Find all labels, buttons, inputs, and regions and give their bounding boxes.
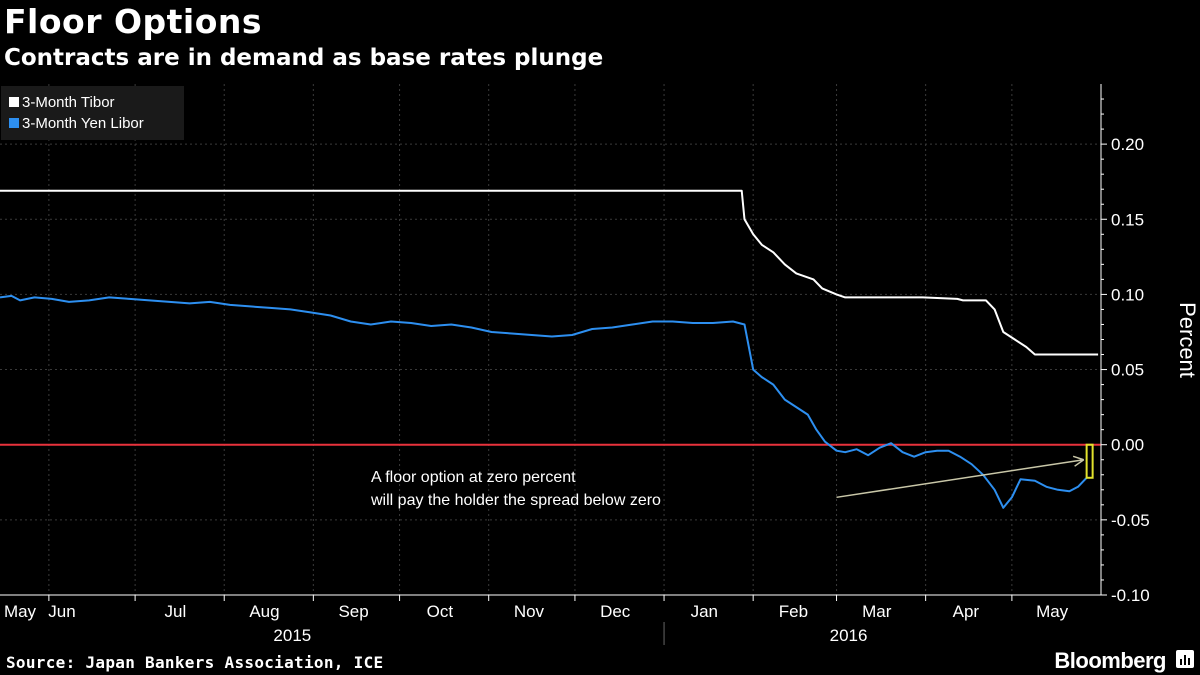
x-tick-label: May [1036,602,1069,621]
chart-subtitle: Contracts are in demand as base rates pl… [4,45,604,71]
bloomberg-icon [1176,650,1194,668]
legend-item-tibor: 3-Month Tibor [9,94,115,111]
series-tibor [0,189,1099,356]
y-tick-label: 0.05 [1111,361,1144,380]
x-tick-label: Jan [691,602,718,621]
y-tick-label: 0.15 [1111,210,1144,229]
x-tick-label: Jun [48,602,75,621]
legend-swatch-tibor [9,97,19,107]
legend-item-libor: 3-Month Yen Libor [9,115,144,132]
y-tick-label: -0.10 [1111,586,1150,605]
x-tick-label: May [4,602,37,621]
highlight-box [1085,443,1094,479]
x-tick-label: Apr [953,602,980,621]
year-label: 2016 [830,626,868,645]
series [0,189,1101,509]
x-tick-label: Sep [338,602,368,621]
x-tick-label: Jul [164,602,186,621]
y-axis-label: Percent [1175,302,1200,378]
x-tick-label: Dec [600,602,631,621]
grid [0,84,1101,596]
legend-swatch-libor [9,118,19,128]
legend-label-tibor: 3-Month Tibor [22,94,115,111]
x-tick-label: Feb [779,602,808,621]
annotation: A floor option at zero percent will pay t… [370,443,1094,509]
y-tick-label: -0.05 [1111,511,1150,530]
series-libor [0,294,1088,509]
arrowhead [1072,455,1085,467]
x-tick-label: Nov [514,602,545,621]
x-tick-label: Mar [862,602,892,621]
y-tick-label: 0.20 [1111,135,1144,154]
source-note: Source: Japan Bankers Association, ICE [6,653,384,672]
axes: 0.20 0.15 0.10 0.05 0.00 -0.05 -0.10 Percent May… [0,84,1200,645]
x-tick-label: Oct [427,602,454,621]
annotation-text: A floor option at zero percent [371,469,576,486]
x-tick-label: Aug [249,602,279,621]
legend: 3-Month Tibor 3-Month Yen Libor [1,86,184,140]
y-tick-label: 0.10 [1111,285,1144,304]
chart-title: Floor Options [4,2,263,41]
year-label: 2015 [273,626,311,645]
annotation-arrow [836,458,1084,499]
legend-label-libor: 3-Month Yen Libor [22,115,144,132]
annotation-text: will pay the holder the spread below zer… [370,492,661,509]
brand-logo: Bloomberg [1054,648,1166,673]
y-tick-label: 0.00 [1111,436,1144,455]
